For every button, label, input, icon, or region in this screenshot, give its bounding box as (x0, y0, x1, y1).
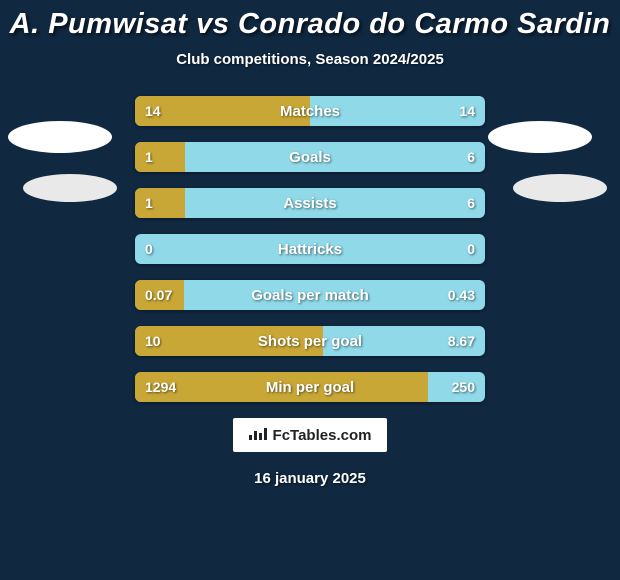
metric-label: Hattricks (135, 234, 485, 264)
stat-row: 1414Matches (135, 96, 485, 126)
stat-row: 108.67Shots per goal (135, 326, 485, 356)
player-avatar-placeholder (513, 174, 607, 202)
player-avatar-placeholder (8, 121, 112, 153)
footer-badge: FcTables.com (0, 418, 620, 452)
stat-row: 0.070.43Goals per match (135, 280, 485, 310)
player-avatar-placeholder (488, 121, 592, 153)
subtitle: Club competitions, Season 2024/2025 (0, 51, 620, 68)
stat-row: 16Goals (135, 142, 485, 172)
metric-label: Matches (135, 96, 485, 126)
stat-row: 00Hattricks (135, 234, 485, 264)
chart-icon (249, 426, 267, 444)
metric-label: Goals per match (135, 280, 485, 310)
stat-row: 16Assists (135, 188, 485, 218)
metric-label: Assists (135, 188, 485, 218)
date-text: 16 january 2025 (0, 470, 620, 487)
stat-row: 1294250Min per goal (135, 372, 485, 402)
player-avatar-placeholder (23, 174, 117, 202)
badge-text: FcTables.com (273, 427, 372, 444)
metric-label: Min per goal (135, 372, 485, 402)
metric-label: Goals (135, 142, 485, 172)
metric-label: Shots per goal (135, 326, 485, 356)
page-title: A. Pumwisat vs Conrado do Carmo Sardin (0, 0, 620, 41)
fctables-badge: FcTables.com (233, 418, 388, 452)
